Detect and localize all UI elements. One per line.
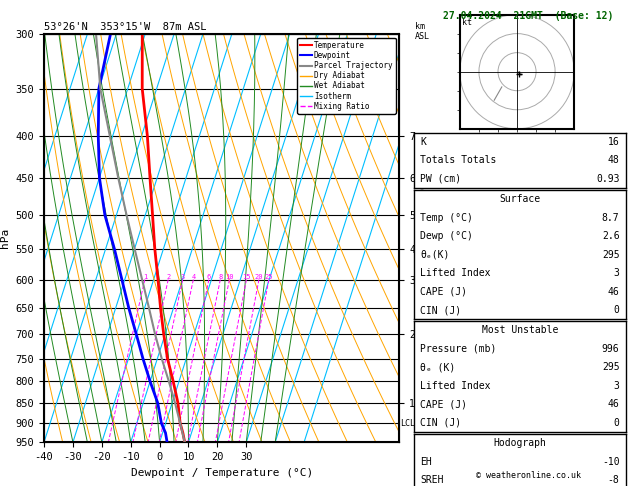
Text: Surface: Surface: [499, 194, 540, 204]
Text: 4: 4: [191, 274, 196, 279]
Text: Totals Totals: Totals Totals: [420, 156, 497, 165]
Text: 3: 3: [614, 268, 620, 278]
Y-axis label: hPa: hPa: [0, 228, 10, 248]
Text: 295: 295: [602, 250, 620, 260]
Text: θₑ(K): θₑ(K): [420, 250, 450, 260]
Text: 10: 10: [225, 274, 233, 279]
Text: 0: 0: [614, 305, 620, 315]
Text: -8: -8: [608, 475, 620, 485]
Text: CAPE (J): CAPE (J): [420, 287, 467, 296]
Text: EH: EH: [420, 457, 432, 467]
Text: CIN (J): CIN (J): [420, 305, 461, 315]
Text: Lifted Index: Lifted Index: [420, 268, 491, 278]
Text: 6: 6: [207, 274, 211, 279]
Text: 16: 16: [608, 137, 620, 147]
Text: 25: 25: [265, 274, 273, 279]
Legend: Temperature, Dewpoint, Parcel Trajectory, Dry Adiabat, Wet Adiabat, Isotherm, Mi: Temperature, Dewpoint, Parcel Trajectory…: [297, 38, 396, 114]
Text: 48: 48: [608, 156, 620, 165]
Text: 2.6: 2.6: [602, 231, 620, 241]
Text: 3: 3: [614, 381, 620, 391]
Text: Most Unstable: Most Unstable: [482, 326, 558, 335]
Text: Pressure (mb): Pressure (mb): [420, 344, 497, 354]
Text: LCL: LCL: [400, 418, 415, 428]
Text: CIN (J): CIN (J): [420, 418, 461, 428]
Text: km
ASL: km ASL: [415, 22, 430, 41]
Text: 46: 46: [608, 399, 620, 409]
Text: 15: 15: [242, 274, 251, 279]
Text: 996: 996: [602, 344, 620, 354]
Text: 8: 8: [218, 274, 223, 279]
Text: Temp (°C): Temp (°C): [420, 213, 473, 223]
Text: -10: -10: [602, 457, 620, 467]
Text: Lifted Index: Lifted Index: [420, 381, 491, 391]
Text: © weatheronline.co.uk: © weatheronline.co.uk: [476, 471, 581, 480]
Text: 20: 20: [255, 274, 263, 279]
Text: SREH: SREH: [420, 475, 443, 485]
Text: 27.04.2024  21GMT  (Base: 12): 27.04.2024 21GMT (Base: 12): [443, 11, 613, 21]
Text: 295: 295: [602, 363, 620, 372]
Text: 1: 1: [143, 274, 147, 279]
Text: kt: kt: [462, 18, 472, 27]
Text: CAPE (J): CAPE (J): [420, 399, 467, 409]
Text: 0.93: 0.93: [596, 174, 620, 184]
Text: 2: 2: [166, 274, 170, 279]
Text: Hodograph: Hodograph: [493, 438, 547, 448]
Text: 53°26'N  353°15'W  87m ASL: 53°26'N 353°15'W 87m ASL: [44, 22, 206, 32]
Y-axis label: Mixing Ratio (g/kg): Mixing Ratio (g/kg): [419, 187, 428, 289]
Text: 0: 0: [614, 418, 620, 428]
X-axis label: Dewpoint / Temperature (°C): Dewpoint / Temperature (°C): [131, 468, 313, 478]
Text: 46: 46: [608, 287, 620, 296]
Text: Dewp (°C): Dewp (°C): [420, 231, 473, 241]
Text: PW (cm): PW (cm): [420, 174, 461, 184]
Text: 3: 3: [181, 274, 185, 279]
Text: 8.7: 8.7: [602, 213, 620, 223]
Text: θₑ (K): θₑ (K): [420, 363, 455, 372]
Text: K: K: [420, 137, 426, 147]
